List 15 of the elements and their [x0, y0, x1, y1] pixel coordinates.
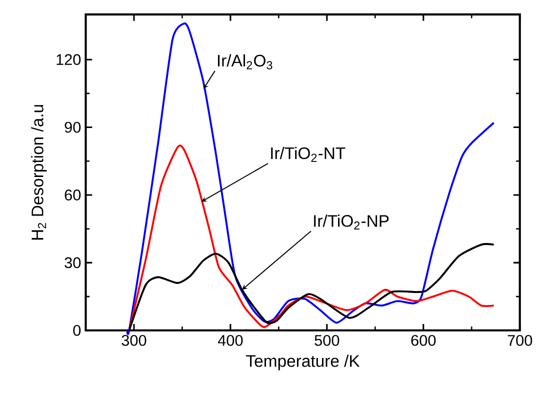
y-tick-label: 0 — [73, 325, 81, 336]
x-tick-label: 500 — [314, 334, 340, 346]
y-axis-title: H$_{2}$ Desorption /a.u — [31, 105, 47, 240]
x-tick-label: 700 — [508, 334, 532, 346]
annotation: Ir/TiO$_{2}$-NP — [314, 214, 389, 230]
annotation: Ir/TiO$_{2}$-NT — [271, 146, 346, 162]
y-tick-label: 60 — [64, 190, 81, 200]
y-tick-label: 30 — [64, 257, 81, 268]
x-tick-label: 400 — [218, 334, 243, 346]
y-tick-label: 90 — [64, 122, 81, 133]
y-tick-label: 120 — [56, 54, 81, 66]
x-tick-label: 300 — [122, 334, 146, 346]
x-tick-label: 600 — [411, 334, 436, 346]
x-axis-title: Temperature /K — [246, 354, 360, 370]
annotation: Ir/Al$_{2}$O$_{3}$ — [218, 54, 272, 70]
